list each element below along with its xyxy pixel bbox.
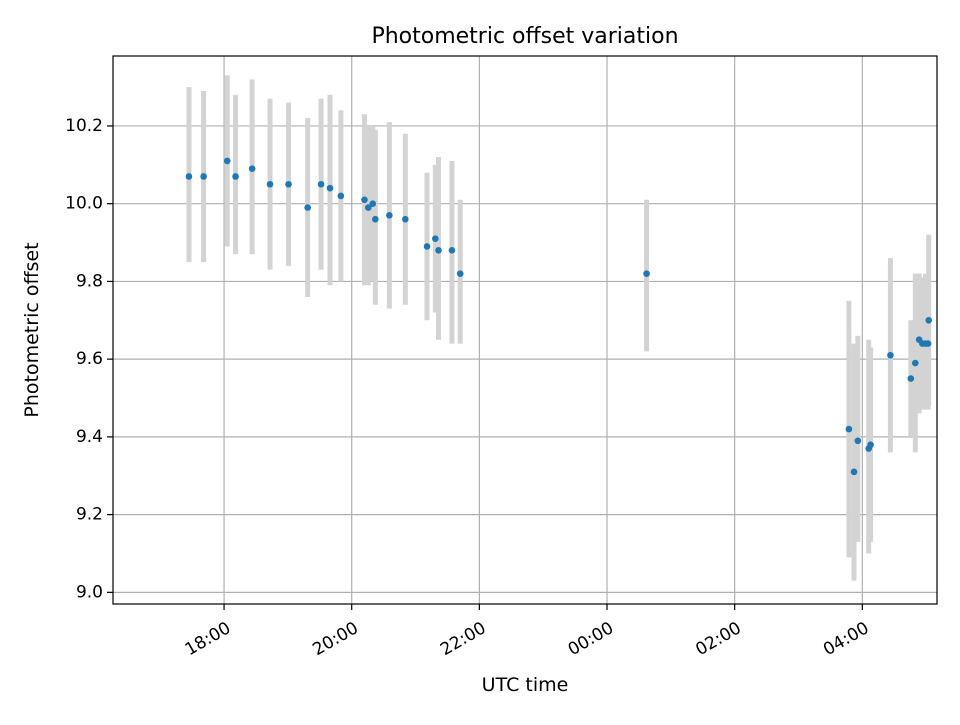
data-point	[386, 212, 393, 219]
data-point	[448, 247, 456, 254]
data-point	[266, 180, 274, 188]
data-point	[432, 235, 439, 242]
data-point	[365, 204, 372, 211]
point-layer	[185, 157, 933, 476]
data-point	[185, 173, 193, 180]
data-point	[924, 340, 932, 347]
data-point	[854, 437, 862, 445]
data-point	[372, 215, 379, 223]
y-tick-label: 10.2	[65, 116, 103, 136]
data-point	[402, 215, 409, 223]
data-point	[423, 243, 431, 250]
y-tick-label: 9.8	[76, 271, 103, 291]
data-point	[867, 441, 874, 448]
data-point	[435, 247, 442, 254]
chart-title: Photometric offset variation	[371, 24, 678, 49]
data-point	[850, 468, 858, 476]
data-point	[317, 180, 325, 188]
data-point	[643, 270, 650, 277]
data-point	[887, 351, 894, 359]
data-point	[248, 165, 256, 173]
data-point	[925, 316, 933, 324]
data-point	[337, 192, 345, 200]
data-point	[845, 425, 853, 433]
y-tick-label: 9.6	[76, 349, 103, 369]
data-point	[285, 180, 292, 188]
plot-frame	[112, 55, 938, 605]
y-tick-label: 9.4	[76, 427, 103, 447]
data-point	[232, 173, 239, 180]
data-point	[200, 173, 207, 180]
data-point	[907, 375, 915, 382]
y-tick-label: 10.0	[65, 194, 103, 214]
y-tick-label: 9.2	[76, 505, 103, 525]
data-point	[361, 196, 368, 204]
data-point	[304, 204, 311, 211]
data-point	[911, 359, 919, 367]
y-axis-label: Photometric offset	[21, 242, 43, 417]
x-axis-label: UTC time	[482, 674, 569, 696]
y-tick-label: 9.0	[76, 582, 103, 602]
data-point	[326, 184, 334, 192]
data-point	[223, 157, 231, 165]
data-point	[369, 200, 377, 207]
data-point	[456, 270, 464, 277]
